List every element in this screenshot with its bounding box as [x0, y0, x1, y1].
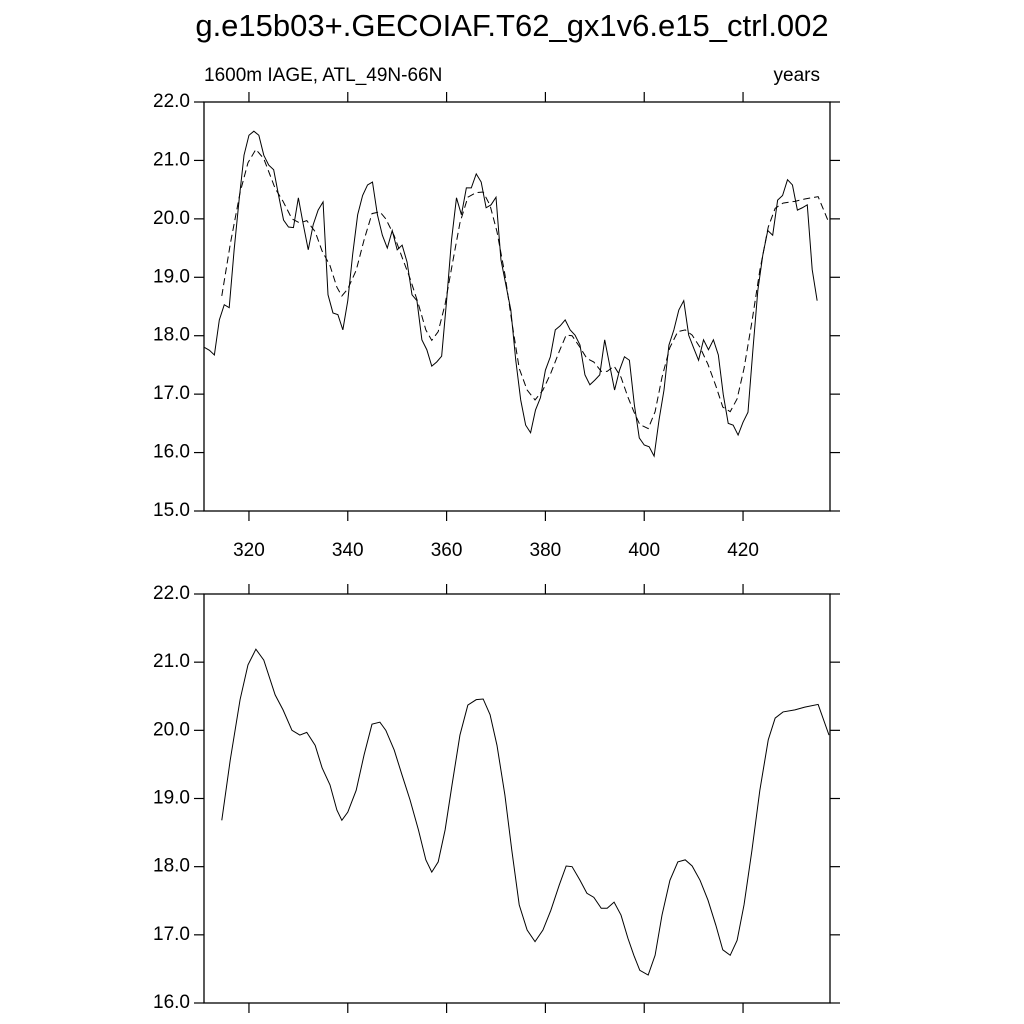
y-tick-label: 19.0: [153, 266, 190, 287]
x-tick-label: 380: [530, 540, 562, 561]
y-tick-label: 22.0: [153, 91, 190, 112]
data-line: [204, 130, 818, 458]
y-tick-label: 16.0: [153, 442, 190, 463]
figure-title: g.e15b03+.GECOIAF.T62_gx1v6.e15_ctrl.002: [195, 8, 828, 43]
x-tick-label: 340: [332, 540, 364, 561]
left-string: 1600m IAGE, ATL_49N-66N: [204, 65, 442, 86]
y-tick-label: 21.0: [153, 651, 190, 672]
y-tick-label: 20.0: [153, 208, 190, 229]
y-tick-label: 17.0: [153, 924, 190, 945]
x-tick-label: 400: [628, 540, 660, 561]
y-tick-label: 21.0: [153, 149, 190, 170]
right-string: years: [774, 65, 820, 86]
y-tick-label: 16.0: [153, 992, 190, 1013]
y-tick-label: 20.0: [153, 719, 190, 740]
y-tick-label: 18.0: [153, 325, 190, 346]
plot-frame: [203, 101, 831, 512]
x-tick-label: 360: [431, 540, 463, 561]
x-tick-label: 320: [233, 540, 265, 561]
y-tick-label: 15.0: [153, 500, 190, 521]
y-tick-label: 18.0: [153, 856, 190, 877]
y-tick-label: 22.0: [153, 583, 190, 604]
data-line: [221, 648, 830, 976]
y-tick-label: 19.0: [153, 788, 190, 809]
smoothed-line: [221, 148, 830, 430]
y-tick-label: 17.0: [153, 383, 190, 404]
x-tick-label: 420: [727, 540, 759, 561]
